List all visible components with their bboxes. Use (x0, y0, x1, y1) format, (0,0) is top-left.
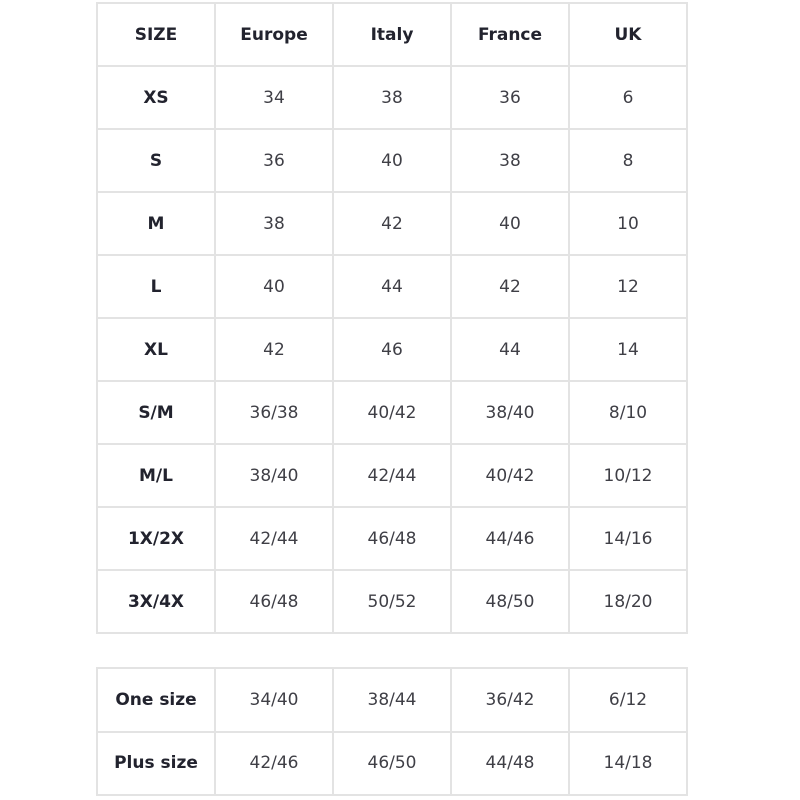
table-cell: 18/20 (568, 569, 688, 634)
table-row: 1X/2X 42/44 46/48 44/46 14/16 (96, 506, 688, 571)
table-cell: 36/42 (450, 667, 570, 733)
table-cell: 46/50 (332, 730, 452, 796)
table-cell: 40 (214, 254, 334, 319)
table-cell: 6/12 (568, 667, 688, 733)
size-conversion-table: SIZE Europe Italy France UK XS 34 38 36 6 S 36 40 38 8… (96, 2, 688, 634)
table-row: L 40 44 42 12 (96, 254, 688, 319)
table-row: 3X/4X 46/48 50/52 48/50 18/20 (96, 569, 688, 634)
table-row: XL 42 46 44 14 (96, 317, 688, 382)
table-cell: 42 (332, 191, 452, 256)
table-row: S 36 40 38 8 (96, 128, 688, 193)
table-cell: 36 (450, 65, 570, 130)
size-label-cell: XL (96, 317, 216, 382)
table-cell: 46 (332, 317, 452, 382)
table-cell: 46/48 (332, 506, 452, 571)
column-header: UK (568, 2, 688, 67)
table-row: Plus size 42/46 46/50 44/48 14/18 (96, 730, 688, 796)
table-cell: 34/40 (214, 667, 334, 733)
size-label-cell: M/L (96, 443, 216, 508)
table-cell: 10/12 (568, 443, 688, 508)
table-cell: 44/46 (450, 506, 570, 571)
table-row: XS 34 38 36 6 (96, 65, 688, 130)
table-cell: 14 (568, 317, 688, 382)
size-label-cell: S (96, 128, 216, 193)
table-cell: 38/40 (450, 380, 570, 445)
table-cell: 40 (332, 128, 452, 193)
size-label-cell: Plus size (96, 730, 216, 796)
table-cell: 12 (568, 254, 688, 319)
table-cell: 38 (450, 128, 570, 193)
size-label-cell: 3X/4X (96, 569, 216, 634)
table-cell: 42 (214, 317, 334, 382)
table-cell: 44 (450, 317, 570, 382)
table-cell: 38 (332, 65, 452, 130)
table-row: S/M 36/38 40/42 38/40 8/10 (96, 380, 688, 445)
table-cell: 14/16 (568, 506, 688, 571)
table-cell: 10 (568, 191, 688, 256)
table-cell: 42/44 (214, 506, 334, 571)
header-row: SIZE Europe Italy France UK (96, 2, 688, 67)
table-cell: 38/40 (214, 443, 334, 508)
size-label-cell: S/M (96, 380, 216, 445)
table-cell: 6 (568, 65, 688, 130)
table-cell: 42/44 (332, 443, 452, 508)
table-cell: 48/50 (450, 569, 570, 634)
table-cell: 36/38 (214, 380, 334, 445)
table-cell: 38/44 (332, 667, 452, 733)
table-cell: 40 (450, 191, 570, 256)
table-cell: 34 (214, 65, 334, 130)
table-cell: 40/42 (332, 380, 452, 445)
table-cell: 42/46 (214, 730, 334, 796)
table-cell: 8 (568, 128, 688, 193)
one-size-table: One size 34/40 38/44 36/42 6/12 Plus size 42/4… (96, 667, 688, 796)
table-cell: 40/42 (450, 443, 570, 508)
column-header: Italy (332, 2, 452, 67)
table-cell: 38 (214, 191, 334, 256)
table-cell: 44/48 (450, 730, 570, 796)
size-label-cell: XS (96, 65, 216, 130)
column-header: France (450, 2, 570, 67)
column-header: SIZE (96, 2, 216, 67)
table-cell: 50/52 (332, 569, 452, 634)
table-cell: 14/18 (568, 730, 688, 796)
table-row: M/L 38/40 42/44 40/42 10/12 (96, 443, 688, 508)
table-row: One size 34/40 38/44 36/42 6/12 (96, 667, 688, 733)
table-cell: 36 (214, 128, 334, 193)
size-label-cell: 1X/2X (96, 506, 216, 571)
column-header: Europe (214, 2, 334, 67)
size-label-cell: One size (96, 667, 216, 733)
size-label-cell: L (96, 254, 216, 319)
table-cell: 8/10 (568, 380, 688, 445)
size-label-cell: M (96, 191, 216, 256)
table-cell: 42 (450, 254, 570, 319)
table-row: M 38 42 40 10 (96, 191, 688, 256)
table-cell: 44 (332, 254, 452, 319)
table-cell: 46/48 (214, 569, 334, 634)
